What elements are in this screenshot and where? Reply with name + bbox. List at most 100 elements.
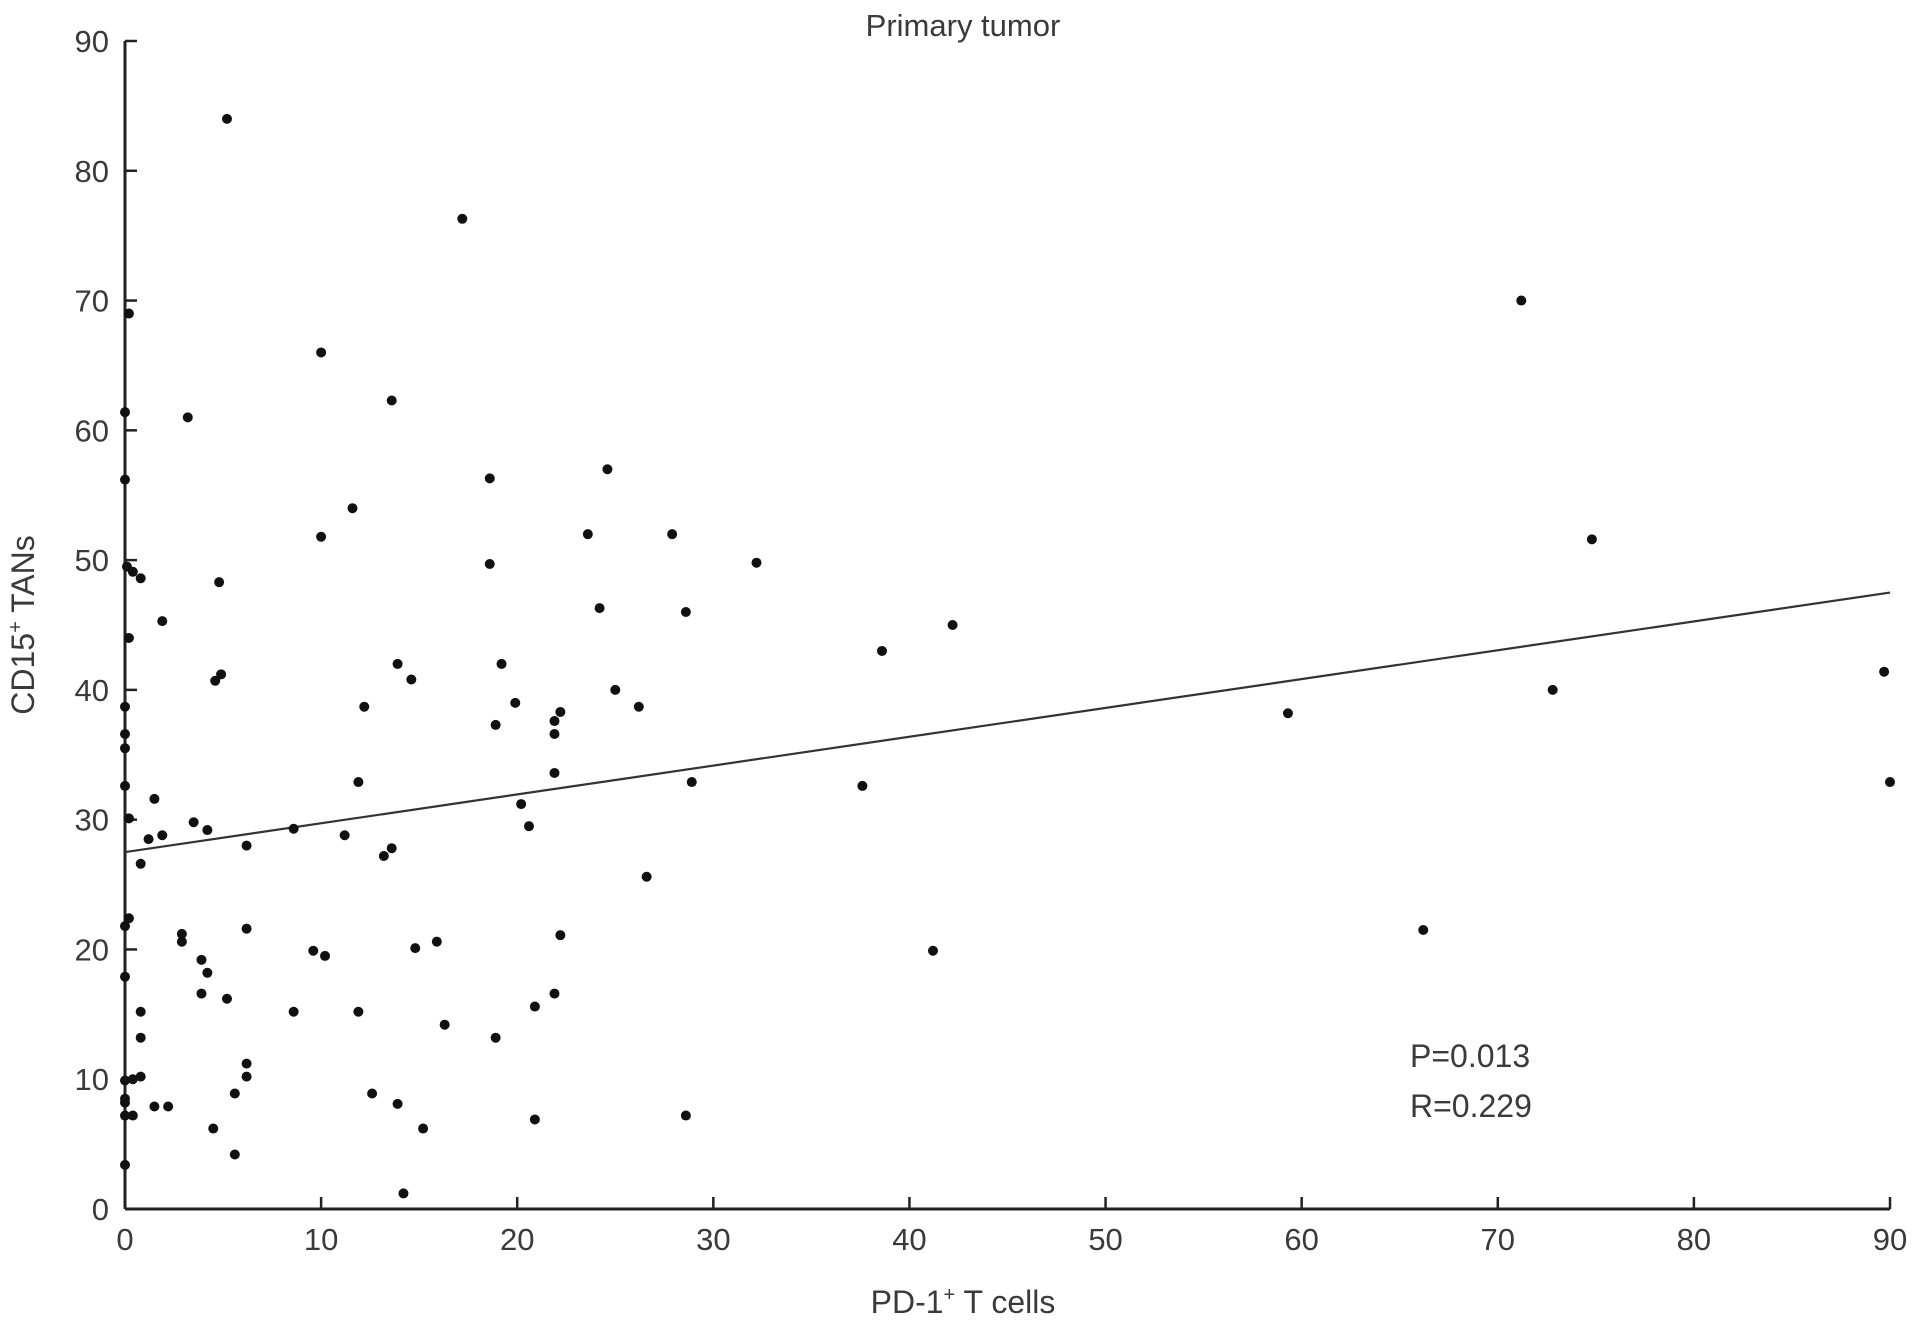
data-point bbox=[594, 603, 605, 614]
data-point bbox=[241, 923, 252, 934]
y-axis-title-main: CD15 bbox=[5, 633, 41, 715]
data-point bbox=[667, 529, 678, 540]
data-point bbox=[320, 950, 331, 961]
data-point bbox=[406, 674, 417, 685]
data-point bbox=[927, 945, 938, 956]
data-point bbox=[157, 830, 168, 841]
data-point bbox=[127, 566, 138, 577]
data-point bbox=[143, 834, 154, 845]
data-point bbox=[610, 684, 621, 695]
data-point bbox=[680, 1110, 691, 1121]
regression-line bbox=[124, 591, 1891, 854]
data-point bbox=[876, 645, 887, 656]
data-point bbox=[1418, 924, 1429, 935]
x-tick-label: 10 bbox=[304, 1222, 338, 1257]
data-point bbox=[510, 697, 521, 708]
data-point bbox=[308, 945, 319, 956]
data-point bbox=[359, 701, 370, 712]
p-value-annotation: P=0.013 bbox=[1410, 1038, 1530, 1074]
y-axis-title-superscript: + bbox=[5, 621, 27, 633]
data-point bbox=[123, 308, 134, 319]
data-point bbox=[120, 1097, 130, 1108]
data-point bbox=[686, 777, 697, 788]
data-point bbox=[120, 1075, 130, 1086]
data-point bbox=[1547, 684, 1558, 695]
data-point bbox=[123, 813, 134, 824]
data-point bbox=[127, 1074, 138, 1085]
y-tick-label: 30 bbox=[75, 803, 109, 838]
data-point bbox=[316, 347, 327, 358]
data-point bbox=[947, 620, 958, 630]
y-tick-label: 70 bbox=[75, 284, 109, 319]
data-point bbox=[392, 1098, 403, 1109]
data-point bbox=[529, 1114, 540, 1125]
data-point bbox=[120, 729, 130, 740]
data-point bbox=[347, 503, 358, 514]
data-point bbox=[582, 529, 593, 540]
data-point bbox=[490, 1032, 501, 1043]
data-point bbox=[216, 669, 227, 680]
axes bbox=[123, 41, 1890, 1211]
data-point bbox=[149, 1101, 160, 1112]
x-axis-title-suffix: T cells bbox=[955, 1284, 1055, 1320]
data-point bbox=[149, 793, 160, 804]
data-point bbox=[241, 1058, 252, 1069]
data-point bbox=[1282, 708, 1293, 719]
data-point bbox=[120, 971, 130, 982]
chart-title: Primary tumor bbox=[866, 8, 1061, 43]
data-point bbox=[229, 1088, 240, 1099]
x-tick-label: 80 bbox=[1677, 1222, 1711, 1257]
data-point bbox=[241, 840, 252, 851]
data-point bbox=[1516, 295, 1527, 306]
data-point bbox=[418, 1123, 429, 1134]
data-point bbox=[490, 719, 501, 730]
data-point bbox=[549, 988, 560, 999]
data-point bbox=[135, 1032, 146, 1043]
data-point bbox=[353, 1006, 364, 1017]
data-point bbox=[135, 573, 146, 584]
data-point bbox=[120, 1159, 130, 1170]
data-point bbox=[496, 658, 507, 669]
y-tick-label: 40 bbox=[75, 673, 109, 708]
data-point bbox=[386, 395, 397, 406]
y-tick-label: 80 bbox=[75, 154, 109, 189]
data-point bbox=[378, 851, 389, 862]
data-point bbox=[120, 743, 130, 754]
data-point bbox=[127, 1110, 138, 1121]
y-tick-label: 20 bbox=[75, 932, 109, 967]
x-axis-title-main: PD-1 bbox=[871, 1284, 944, 1320]
data-point bbox=[288, 1006, 299, 1017]
x-axis-title-superscript: + bbox=[944, 1284, 956, 1306]
data-point bbox=[680, 607, 691, 618]
x-tick-label: 60 bbox=[1284, 1222, 1318, 1257]
x-ticks: 0 10 20 30 40 50 60 70 80 90 bbox=[116, 1197, 1907, 1257]
data-point bbox=[163, 1101, 174, 1112]
data-points bbox=[120, 113, 1895, 1199]
data-point bbox=[120, 780, 130, 791]
data-point bbox=[602, 464, 613, 475]
data-point bbox=[484, 559, 495, 570]
data-point bbox=[214, 577, 225, 588]
data-point bbox=[516, 799, 527, 810]
y-tick-label: 50 bbox=[75, 543, 109, 578]
data-point bbox=[182, 412, 193, 423]
x-axis-title: PD-1+ T cells bbox=[871, 1284, 1056, 1320]
data-point bbox=[484, 473, 495, 484]
data-point bbox=[188, 817, 199, 828]
y-axis-title-suffix: TANs bbox=[5, 535, 41, 621]
data-point bbox=[857, 780, 868, 791]
y-tick-label: 0 bbox=[92, 1192, 109, 1227]
x-tick-label: 0 bbox=[116, 1222, 133, 1257]
data-point bbox=[751, 557, 762, 568]
data-point bbox=[221, 113, 232, 124]
data-point bbox=[633, 701, 644, 712]
data-point bbox=[316, 531, 327, 542]
data-point bbox=[555, 930, 566, 941]
data-point bbox=[549, 729, 560, 740]
x-tick-label: 50 bbox=[1088, 1222, 1122, 1257]
data-point bbox=[1586, 534, 1597, 545]
x-tick-label: 90 bbox=[1873, 1222, 1907, 1257]
data-point bbox=[120, 407, 130, 418]
